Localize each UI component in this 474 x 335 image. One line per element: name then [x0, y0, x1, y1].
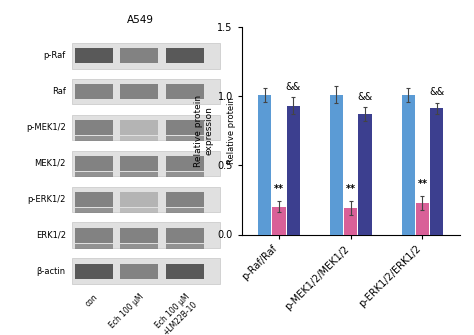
FancyBboxPatch shape [166, 156, 204, 171]
FancyBboxPatch shape [166, 264, 204, 278]
FancyBboxPatch shape [73, 222, 219, 248]
Bar [287, 106, 300, 234]
Y-axis label: Relative protein
expression: Relative protein expression [194, 94, 213, 167]
Bar [330, 95, 343, 234]
Bar [358, 114, 372, 234]
FancyBboxPatch shape [120, 264, 158, 278]
Text: **: ** [274, 184, 284, 194]
FancyBboxPatch shape [166, 136, 204, 141]
FancyBboxPatch shape [120, 84, 158, 99]
FancyBboxPatch shape [74, 192, 113, 207]
FancyBboxPatch shape [74, 120, 113, 135]
FancyBboxPatch shape [120, 172, 158, 177]
FancyBboxPatch shape [73, 79, 219, 105]
FancyBboxPatch shape [166, 244, 204, 249]
FancyBboxPatch shape [73, 259, 219, 284]
Bar [344, 208, 357, 234]
Bar [258, 95, 271, 234]
Text: Ech 100 μM
+LM22B-10: Ech 100 μM +LM22B-10 [154, 293, 199, 335]
FancyBboxPatch shape [74, 208, 113, 213]
FancyBboxPatch shape [120, 156, 158, 171]
FancyBboxPatch shape [74, 264, 113, 278]
FancyBboxPatch shape [166, 172, 204, 177]
FancyBboxPatch shape [74, 244, 113, 249]
FancyBboxPatch shape [120, 192, 158, 207]
FancyBboxPatch shape [73, 187, 219, 212]
FancyBboxPatch shape [166, 49, 204, 63]
Bar [401, 95, 415, 234]
Text: **: ** [418, 179, 428, 189]
Text: MEK1/2: MEK1/2 [35, 159, 66, 168]
Text: Ech 100 μM: Ech 100 μM [108, 293, 146, 331]
Bar [273, 207, 286, 234]
FancyBboxPatch shape [74, 172, 113, 177]
FancyBboxPatch shape [166, 120, 204, 135]
Text: p-ERK1/2: p-ERK1/2 [27, 195, 66, 204]
FancyBboxPatch shape [120, 120, 158, 135]
Text: Relative protein: Relative protein [227, 97, 236, 163]
FancyBboxPatch shape [74, 228, 113, 243]
Text: p-MEK1/2: p-MEK1/2 [26, 123, 66, 132]
FancyBboxPatch shape [166, 192, 204, 207]
Bar [430, 109, 444, 234]
FancyBboxPatch shape [120, 208, 158, 213]
Text: &&: && [286, 82, 301, 92]
Text: **: ** [346, 184, 356, 194]
FancyBboxPatch shape [73, 43, 219, 69]
Text: &&: && [357, 91, 373, 102]
FancyBboxPatch shape [120, 136, 158, 141]
Text: ERK1/2: ERK1/2 [36, 231, 66, 240]
Text: &&: && [429, 87, 445, 97]
FancyBboxPatch shape [73, 115, 219, 140]
FancyBboxPatch shape [74, 136, 113, 141]
FancyBboxPatch shape [74, 49, 113, 63]
FancyBboxPatch shape [74, 84, 113, 99]
Text: A549: A549 [127, 15, 154, 25]
FancyBboxPatch shape [73, 150, 219, 177]
Text: β-actin: β-actin [36, 267, 66, 276]
Text: Raf: Raf [52, 87, 66, 96]
FancyBboxPatch shape [166, 84, 204, 99]
FancyBboxPatch shape [120, 244, 158, 249]
FancyBboxPatch shape [120, 49, 158, 63]
FancyBboxPatch shape [120, 228, 158, 243]
FancyBboxPatch shape [166, 208, 204, 213]
Bar [416, 203, 429, 234]
Text: con: con [84, 293, 100, 309]
FancyBboxPatch shape [74, 156, 113, 171]
FancyBboxPatch shape [166, 228, 204, 243]
Text: p-Raf: p-Raf [44, 51, 66, 60]
